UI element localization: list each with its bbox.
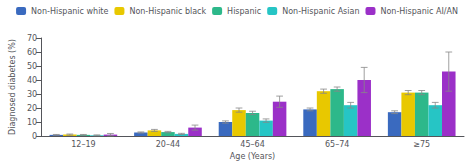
svg-text:70: 70 <box>27 34 37 43</box>
svg-text:60: 60 <box>27 48 37 57</box>
svg-text:65–74: 65–74 <box>325 140 349 149</box>
svg-text:Diagnosed diabetes (%): Diagnosed diabetes (%) <box>8 39 17 135</box>
svg-text:Non-Hispanic black: Non-Hispanic black <box>129 7 206 16</box>
svg-text:Non-Hispanic Asian: Non-Hispanic Asian <box>282 7 359 16</box>
svg-text:0: 0 <box>32 132 37 141</box>
svg-text:Age (Years): Age (Years) <box>230 152 275 161</box>
svg-text:Non-Hispanic AI/AN: Non-Hispanic AI/AN <box>380 7 457 16</box>
svg-text:Non-Hispanic white: Non-Hispanic white <box>31 7 108 16</box>
svg-text:50: 50 <box>27 62 37 71</box>
svg-text:≥75: ≥75 <box>413 140 430 149</box>
svg-text:10: 10 <box>27 118 37 127</box>
svg-text:40: 40 <box>27 76 37 85</box>
svg-text:45–64: 45–64 <box>240 140 264 149</box>
svg-text:12–19: 12–19 <box>71 140 95 149</box>
svg-text:Hispanic: Hispanic <box>227 7 261 16</box>
svg-text:30: 30 <box>27 90 37 99</box>
svg-text:20–44: 20–44 <box>156 140 180 149</box>
svg-text:20: 20 <box>27 104 37 113</box>
